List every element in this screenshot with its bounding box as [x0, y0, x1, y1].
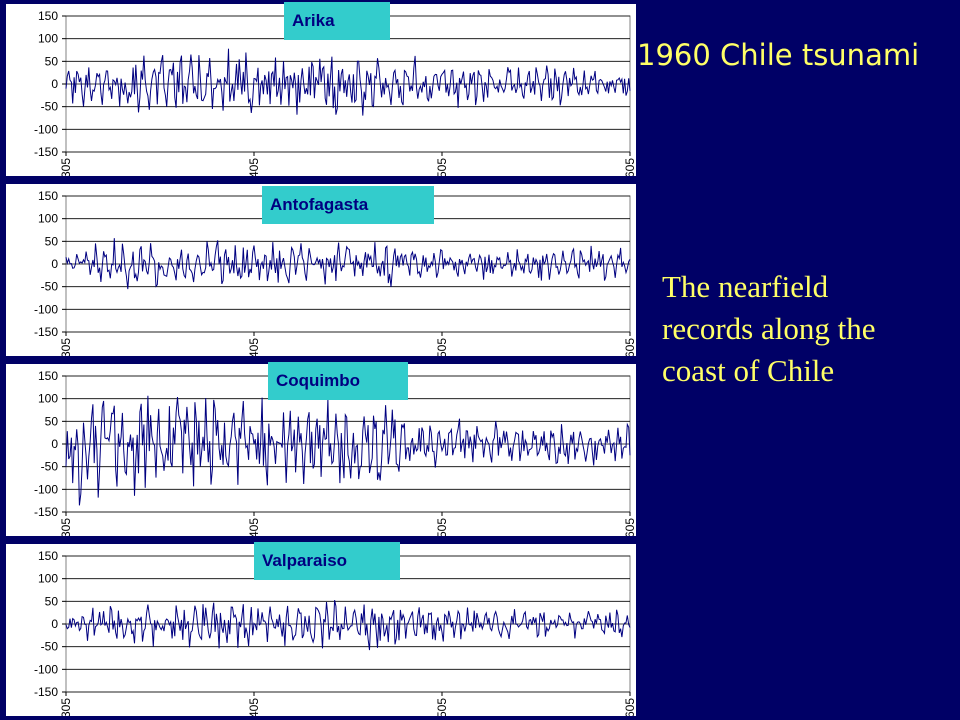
x-tick-label: 2305	[59, 698, 73, 716]
x-tick-label: 2405	[247, 518, 261, 536]
x-tick-label: 2405	[247, 698, 261, 716]
series-line	[65, 48, 631, 116]
y-tick-label: -50	[41, 460, 59, 474]
y-tick-label: 50	[45, 234, 59, 248]
x-tick-label: 2605	[623, 338, 636, 356]
y-tick-label: -50	[41, 280, 59, 294]
series-line	[65, 238, 631, 290]
y-tick-label: -150	[34, 325, 58, 339]
y-tick-label: 150	[38, 189, 58, 203]
y-tick-label: 0	[51, 617, 58, 631]
x-tick-label: 2305	[59, 338, 73, 356]
y-tick-label: 0	[51, 257, 58, 271]
x-tick-label: 2605	[623, 518, 636, 536]
y-tick-label: 50	[45, 594, 59, 608]
y-tick-label: 100	[38, 212, 58, 226]
x-tick-label: 2605	[623, 158, 636, 176]
station-label-valparaiso: Valparaiso	[254, 542, 400, 580]
x-tick-label: 2405	[247, 158, 261, 176]
y-tick-label: 100	[38, 32, 58, 46]
x-tick-label: 2605	[623, 698, 636, 716]
y-tick-label: 100	[38, 392, 58, 406]
slide-description: The nearfield records along the coast of…	[662, 266, 952, 392]
y-tick-label: 100	[38, 572, 58, 586]
x-tick-label: 2505	[435, 338, 449, 356]
description-line: coast of Chile	[662, 353, 835, 388]
x-tick-label: 2505	[435, 158, 449, 176]
y-tick-label: 50	[45, 414, 59, 428]
x-tick-label: 2305	[59, 518, 73, 536]
y-tick-label: -100	[34, 482, 58, 496]
station-label-coquimbo: Coquimbo	[268, 362, 408, 400]
y-tick-label: 0	[51, 77, 58, 91]
station-label-antofagasta: Antofagasta	[262, 186, 434, 224]
x-tick-label: 2305	[59, 158, 73, 176]
y-tick-label: -100	[34, 662, 58, 676]
y-tick-label: -150	[34, 685, 58, 699]
slide-title: 1960 Chile tsunami	[637, 38, 920, 72]
y-tick-label: 0	[51, 437, 58, 451]
y-tick-label: -150	[34, 145, 58, 159]
x-tick-label: 2505	[435, 698, 449, 716]
y-tick-label: 150	[38, 9, 58, 23]
y-tick-label: -100	[34, 122, 58, 136]
series-line	[65, 599, 631, 651]
y-tick-label: 150	[38, 549, 58, 563]
y-tick-label: -50	[41, 640, 59, 654]
y-tick-label: -50	[41, 100, 59, 114]
series-line	[65, 395, 631, 506]
description-line: records along the	[662, 311, 876, 346]
y-tick-label: 50	[45, 54, 59, 68]
station-label-arika: Arika	[284, 2, 390, 40]
y-tick-label: 150	[38, 369, 58, 383]
x-tick-label: 2505	[435, 518, 449, 536]
description-line: The nearfield	[662, 269, 829, 304]
x-tick-label: 2405	[247, 338, 261, 356]
y-tick-label: -100	[34, 302, 58, 316]
y-tick-label: -150	[34, 505, 58, 519]
